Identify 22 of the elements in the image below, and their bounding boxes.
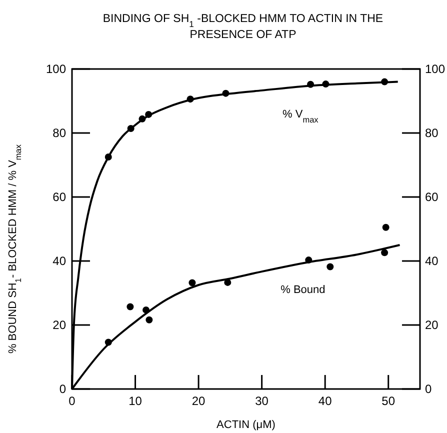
- y-tick-label: 0: [59, 382, 66, 396]
- x-tick-label: 40: [318, 394, 332, 408]
- y2-tick-label: 20: [425, 318, 439, 332]
- x-tick-label: 10: [128, 394, 142, 408]
- y-tick-label: 100: [46, 62, 66, 76]
- y2-tick-label: 60: [425, 190, 439, 204]
- y2-tick-label: 40: [425, 254, 439, 268]
- y-tick-label: 40: [52, 254, 66, 268]
- x-tick-label: 50: [382, 394, 396, 408]
- y2-tick-label: 0: [425, 382, 432, 396]
- y-tick-label: 60: [52, 190, 66, 204]
- x-tick-label: 30: [255, 394, 269, 408]
- y-tick-label: 20: [52, 318, 66, 332]
- series-label: % V$_{max}$: [282, 108, 320, 124]
- y2-tick-label: 100: [425, 62, 446, 76]
- x-tick-label: 0: [68, 394, 76, 408]
- y-tick-label: 80: [52, 126, 66, 140]
- x-tick-label: 20: [192, 394, 206, 408]
- x-axis-title: ACTIN (μM): [216, 419, 276, 431]
- series-label: % Bound: [280, 284, 326, 296]
- y2-tick-label: 80: [425, 126, 439, 140]
- chart-title: BINDING OF SH$_{1}$ -BLOCKED HMM TO ACTIN IN THE PRESENCE OF ATP: [102, 13, 384, 41]
